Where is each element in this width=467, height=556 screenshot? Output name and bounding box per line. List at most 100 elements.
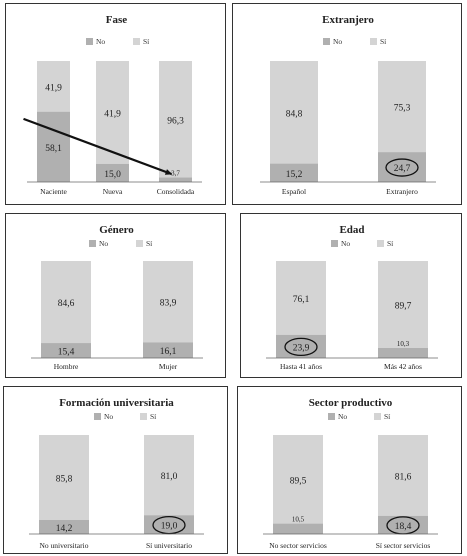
data-label-si-1: 84,6: [58, 299, 75, 309]
data-label-si-3: 96,3: [167, 116, 184, 126]
data-label-si-2: 81,0: [161, 472, 178, 482]
bar-si-2: [378, 61, 426, 153]
category-label-2: Más 42 años: [384, 362, 422, 371]
bar-no-1: [41, 343, 91, 358]
data-label-no-2: 19,0: [161, 522, 178, 532]
bar-si-2: [378, 435, 428, 516]
category-label-2: Sí universitario: [146, 541, 192, 550]
bar-si-1: [273, 435, 323, 524]
legend-swatch-no: [86, 38, 93, 45]
legend-label-si: Sí: [150, 412, 156, 421]
category-label-2: Extranjero: [386, 187, 418, 196]
panel-fase: Fase No Sí 41,9 58,1 Naciente 41,9 15,0 Nueva 96,…: [5, 3, 226, 205]
chart-title: Fase: [106, 14, 128, 26]
category-label-3: Consolidada: [157, 187, 195, 196]
legend-swatch-si: [136, 240, 143, 247]
category-label-2: Mujer: [159, 362, 178, 371]
category-label-1: Naciente: [40, 187, 67, 196]
bar-si-1: [41, 261, 91, 344]
data-label-si-1: 41,9: [45, 83, 62, 93]
panel-formacion: Formación universitaria No Sí 85,8 14,2 No un…: [3, 386, 228, 554]
bar-si-2: [144, 435, 194, 516]
data-label-no-1: 23,9: [293, 343, 310, 353]
category-label-1: Hombre: [54, 362, 79, 371]
bar-no-2: [96, 163, 129, 182]
category-label-2: Nueva: [103, 187, 123, 196]
panel-genero: Género No Sí 84,6 15,4 Hombre 83,9 16,1 Mujer: [5, 213, 226, 378]
trend-arrow: [23, 117, 173, 176]
category-label-1: Español: [282, 187, 306, 196]
bar-no-1: [39, 519, 89, 534]
bar-si-1: [270, 61, 318, 164]
data-label-si-2: 83,9: [160, 299, 177, 309]
data-label-no-2: 10,3: [397, 340, 410, 348]
chart-genero: Género No Sí 84,6 15,4 Hombre 83,9 16,1 Mujer: [31, 224, 203, 371]
chart-fase: Fase No Sí 41,9 58,1 Naciente 41,9 15,0 Nueva 96,…: [23, 14, 202, 196]
legend-label-no: No: [341, 239, 350, 248]
data-label-no-1: 14,2: [56, 524, 73, 534]
highlight-circle: [284, 337, 318, 357]
panel-extranjero: Extranjero No Sí 84,8 15,2 Español 75,3 24,7 Ext…: [232, 3, 462, 205]
legend-swatch-si: [370, 38, 377, 45]
chart-title: Extranjero: [322, 14, 374, 26]
bar-no-2: [378, 348, 428, 358]
data-label-si-2: 75,3: [394, 104, 411, 114]
category-label-1: Hasta 41 años: [280, 362, 322, 371]
bar-no-2: [143, 342, 193, 358]
bar-si-2: [96, 61, 129, 164]
data-label-no-2: 18,4: [395, 522, 412, 532]
legend-swatch-no: [328, 413, 335, 420]
legend-label-no: No: [333, 37, 342, 46]
legend-swatch-si: [133, 38, 140, 45]
data-label-si-2: 41,9: [104, 109, 121, 119]
bar-si-2: [143, 261, 193, 343]
chart-title: Sector productivo: [309, 397, 393, 409]
data-label-no-1: 15,2: [286, 170, 303, 180]
bar-si-1: [39, 435, 89, 520]
bar-no-1: [37, 111, 70, 182]
chart-title: Formación universitaria: [59, 397, 174, 409]
data-label-si-1: 89,5: [290, 476, 307, 486]
data-label-si-1: 76,1: [293, 295, 310, 305]
legend-label-si: Sí: [387, 239, 393, 248]
chart-formacion: Formación universitaria No Sí 85,8 14,2 No un…: [29, 397, 204, 550]
legend-label-si: Sí: [384, 412, 390, 421]
panel-edad: Edad No Sí 76,1 23,9 Hasta 41 años 89,7 10,3 Más…: [240, 213, 462, 378]
chart-sector: Sector productivo No Sí 89,5 10,5 No sector s…: [263, 397, 438, 550]
bar-no-3: [159, 177, 192, 182]
bar-si-1: [37, 61, 70, 112]
highlight-circle: [385, 158, 419, 177]
bar-si-2: [378, 261, 428, 349]
chart-edad: Edad No Sí 76,1 23,9 Hasta 41 años 89,7 10,3 Más…: [266, 224, 438, 371]
category-label-2: Sí sector servicios: [376, 541, 431, 550]
legend-label-si: Sí: [380, 37, 386, 46]
legend-label-no: No: [338, 412, 347, 421]
category-label-1: No universitario: [40, 541, 89, 550]
category-label-1: No sector servicios: [269, 541, 327, 550]
legend-label-no: No: [104, 412, 113, 421]
data-label-no-2: 15,0: [104, 170, 121, 180]
chart-extranjero: Extranjero No Sí 84,8 15,2 Español 75,3 24,7 Ext…: [260, 14, 436, 196]
data-label-no-2: 16,1: [160, 347, 177, 357]
data-label-si-1: 85,8: [56, 474, 73, 484]
legend-swatch-no: [94, 413, 101, 420]
highlight-circle: [152, 515, 186, 535]
legend-swatch-si: [377, 240, 384, 247]
bar-si-1: [276, 261, 326, 335]
legend-swatch-no: [89, 240, 96, 247]
legend-swatch-si: [140, 413, 147, 420]
data-label-no-1: 58,1: [45, 144, 62, 154]
data-label-no-1: 10,5: [292, 516, 305, 524]
legend-label-no: No: [96, 37, 105, 46]
data-label-no-2: 24,7: [394, 164, 411, 174]
panel-sector: Sector productivo No Sí 89,5 10,5 No sector s…: [237, 386, 462, 554]
bar-no-1: [273, 523, 323, 534]
chart-title: Edad: [339, 224, 364, 236]
data-label-no-1: 15,4: [58, 348, 75, 358]
data-label-si-1: 84,8: [286, 109, 303, 119]
bar-si-3: [159, 61, 192, 178]
legend-swatch-si: [374, 413, 381, 420]
data-label-si-2: 81,6: [395, 472, 412, 482]
legend-swatch-no: [323, 38, 330, 45]
legend-label-si: Sí: [143, 37, 149, 46]
